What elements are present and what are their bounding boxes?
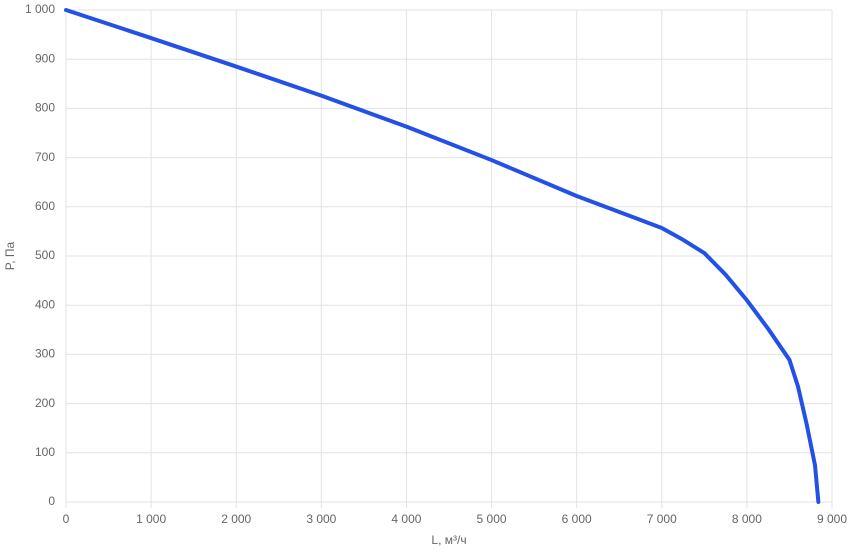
y-tick-label: 100 — [35, 445, 55, 459]
x-tick-label: 0 — [63, 512, 70, 526]
x-tick-label: 7 000 — [647, 512, 677, 526]
y-axis-label: P, Па — [3, 241, 17, 270]
x-axis-label: L, м³/ч — [431, 533, 466, 547]
y-tick-label: 800 — [35, 101, 55, 115]
x-tick-label: 5 000 — [477, 512, 507, 526]
data-line — [64, 8, 821, 504]
y-tick-label: 500 — [35, 248, 55, 262]
y-tick-label: 400 — [35, 297, 55, 311]
y-tick-label: 200 — [35, 396, 55, 410]
y-tick-label: 900 — [35, 51, 55, 65]
x-tick-label: 9 000 — [817, 512, 847, 526]
x-tick-label: 4 000 — [391, 512, 421, 526]
y-tick-label: 700 — [35, 150, 55, 164]
x-tick-label: 1 000 — [136, 512, 166, 526]
x-tick-label: 2 000 — [221, 512, 251, 526]
x-tick-label: 6 000 — [562, 512, 592, 526]
x-tick-label: 3 000 — [306, 512, 336, 526]
y-tick-label: 600 — [35, 199, 55, 213]
y-tick-label: 300 — [35, 347, 55, 361]
y-tick-label: 1 000 — [25, 2, 55, 16]
x-tick-label: 8 000 — [732, 512, 762, 526]
y-tick-label: 0 — [48, 494, 55, 508]
